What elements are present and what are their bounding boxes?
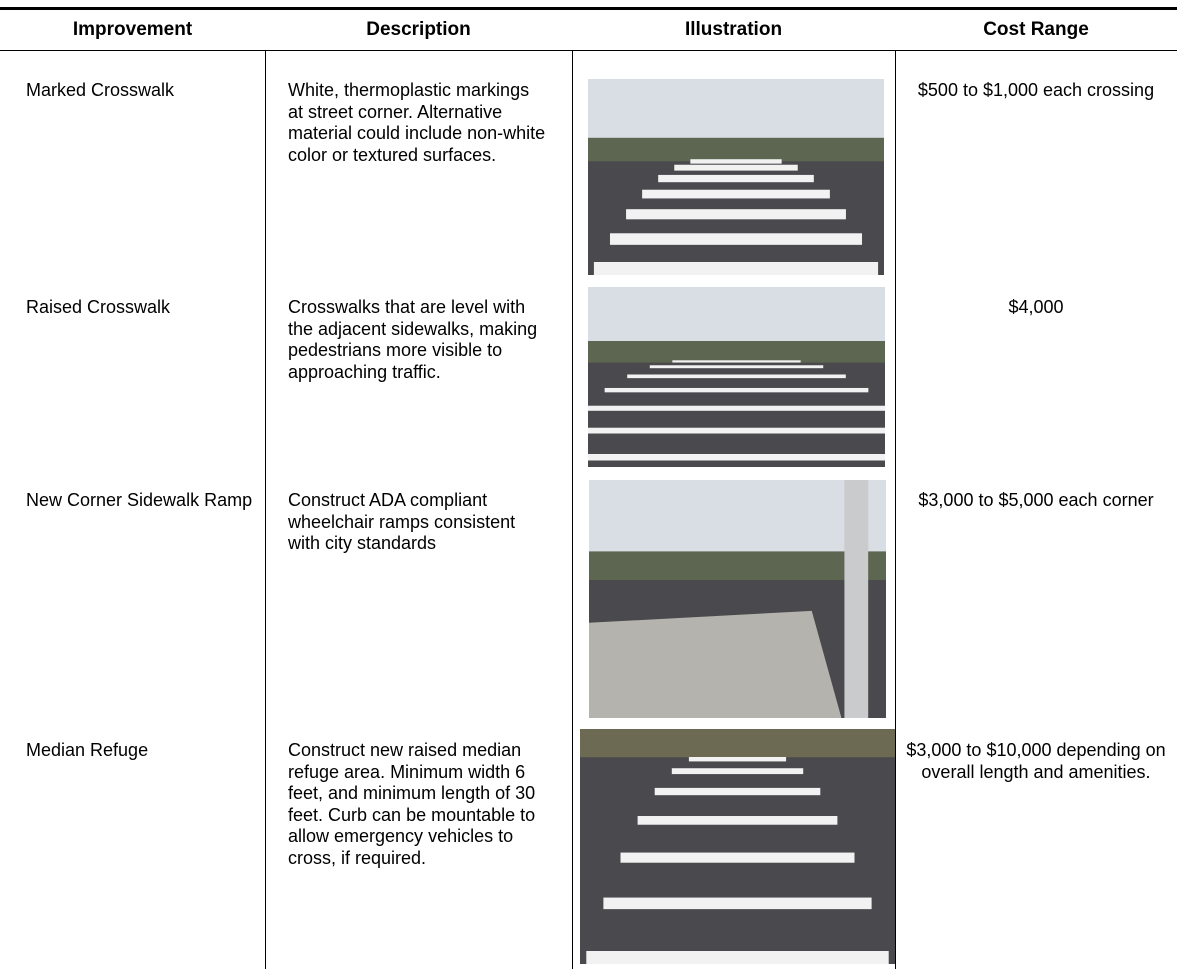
column-rule <box>265 50 266 969</box>
description-cell: Construct new raised median refuge area.… <box>288 740 536 868</box>
cost-cell: $4,000 <box>1008 297 1064 317</box>
column-rule <box>572 50 573 969</box>
header-cell: Improvement <box>72 19 193 40</box>
header-cell: Illustration <box>684 19 783 40</box>
improvement-cell: Raised Crosswalk <box>26 297 171 317</box>
illustration <box>588 79 884 275</box>
description-cell: White, thermoplastic markings at street … <box>288 80 546 165</box>
header-rule <box>0 50 1177 51</box>
cost-cell: $500 to $1,000 each crossing <box>917 80 1155 100</box>
improvement-cell: Median Refuge <box>26 740 149 760</box>
illustration <box>589 480 886 718</box>
improvement-cell: New Corner Sidewalk Ramp <box>26 490 253 510</box>
cost-cell: $3,000 to $10,000 depending on overall l… <box>906 740 1166 782</box>
description-cell: Crosswalks that are level with the adjac… <box>288 297 538 382</box>
description-cell: Construct ADA compliant wheelchair ramps… <box>288 490 516 553</box>
improvement-cell: Marked Crosswalk <box>26 80 175 100</box>
illustration <box>580 729 895 964</box>
column-rule <box>895 50 896 969</box>
header-cell: Cost Range <box>983 19 1089 40</box>
top-rule <box>0 7 1177 10</box>
cost-cell: $3,000 to $5,000 each corner <box>918 490 1154 510</box>
header-cell: Description <box>366 19 471 40</box>
illustration <box>588 287 885 467</box>
